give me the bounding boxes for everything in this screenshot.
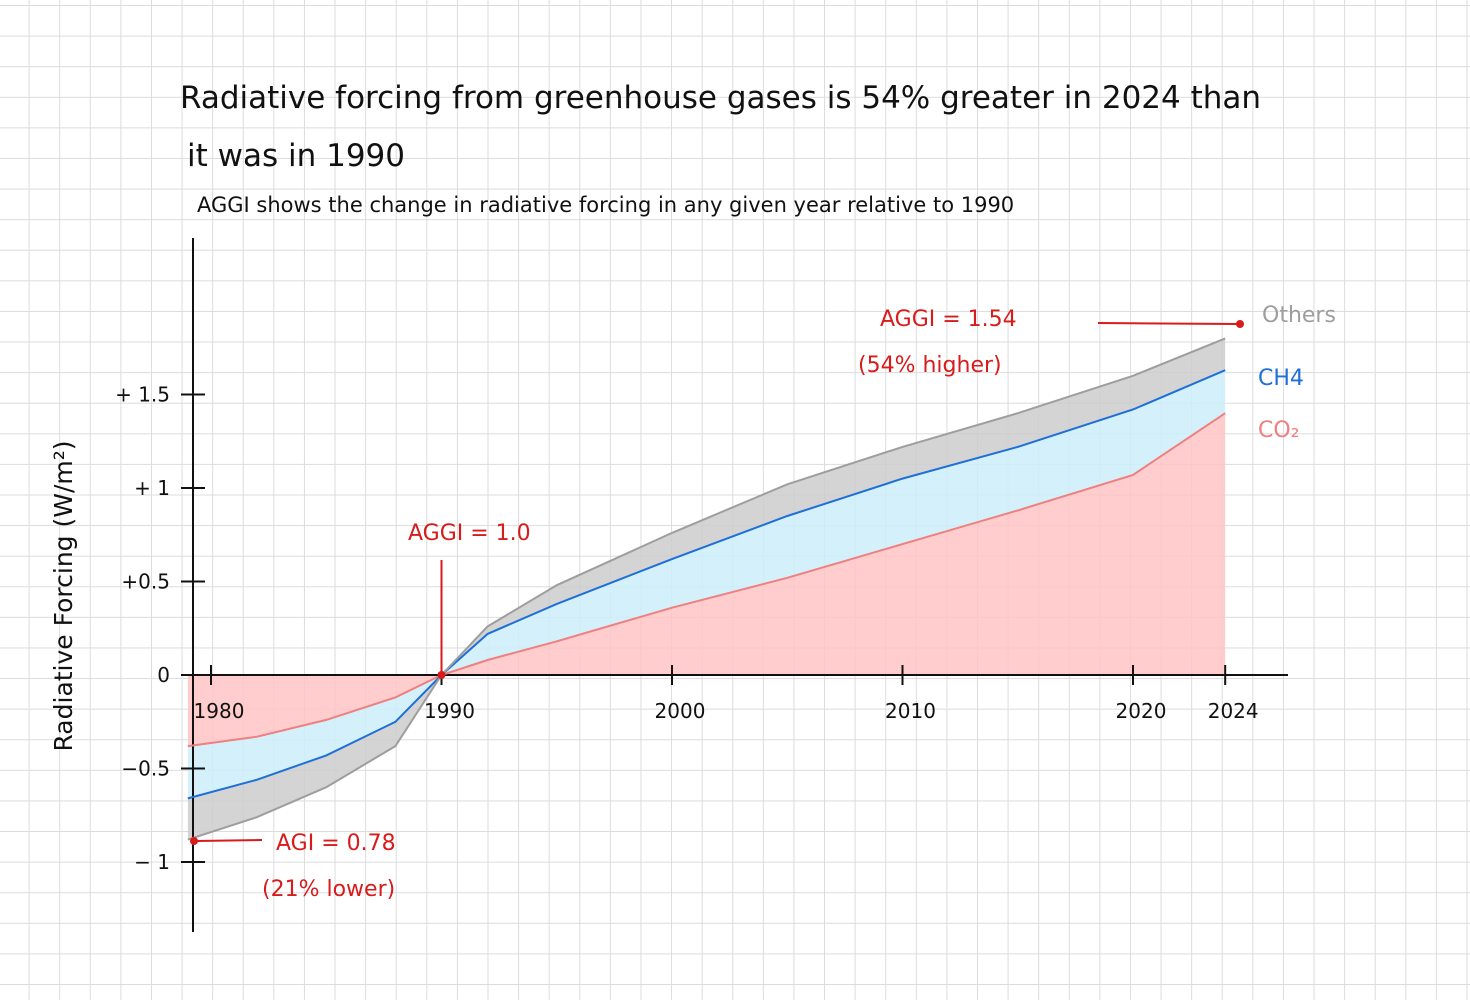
y-tick-label-5: + 1.5 (115, 383, 170, 407)
series-fill-2 (187, 338, 1226, 840)
annotation-2-line-0: AGGI = 1.54 (880, 307, 1017, 332)
x-tick-label-1: 1990 (424, 699, 475, 723)
x-tick-label-3: 2010 (885, 699, 936, 723)
annotation-arrow-2 (1097, 322, 1239, 325)
series-fill-0 (187, 413, 1226, 747)
y-tick-label-0: − 1 (134, 850, 170, 874)
chart-title-line-1: Radiative forcing from greenhouse gases … (180, 80, 1261, 116)
series-line-1 (187, 369, 1226, 800)
y-tick-label-1: −0.5 (121, 757, 170, 781)
annotations: AGI = 0.78 (21% lower) AGGI = 1.0 AGGI = 1.… (190, 307, 1244, 902)
annotation-2-line-1: (54% higher) (858, 353, 1002, 378)
annotation-point-2 (1236, 320, 1244, 328)
tick-labels: 1980 1990 2000 2010 2020 2024 − 1 −0.5 0 +0.5 + 1 +… (115, 383, 1259, 875)
series-fills (187, 338, 1226, 840)
y-tick-label-3: +0.5 (121, 570, 170, 594)
chart-title-line-2: it was in 1990 (187, 138, 405, 174)
titles: Radiative forcing from greenhouse gases … (180, 80, 1261, 217)
x-tick-label-2: 2000 (655, 699, 706, 723)
series-fill-1 (187, 370, 1226, 799)
series-line-2 (187, 337, 1226, 841)
series-line-0 (187, 412, 1226, 748)
legend-label-1: CH4 (1258, 366, 1304, 391)
x-tick-label-5: 2024 (1208, 699, 1259, 723)
legend-label-0: CO₂ (1258, 418, 1300, 443)
y-tick-label-2: 0 (157, 663, 170, 687)
annotation-1-line-0: AGGI = 1.0 (408, 521, 531, 546)
annotation-0-line-0: AGI = 0.78 (276, 831, 396, 856)
legend-label-2: Others (1262, 303, 1336, 328)
y-tick-label-4: + 1 (134, 476, 170, 500)
legend: CO₂ CH4 Others (1258, 303, 1336, 443)
annotation-point-0 (190, 837, 198, 845)
annotation-arrow-0 (195, 839, 263, 842)
annotation-point-1 (437, 671, 446, 679)
chart-subtitle: AGGI shows the change in radiative forci… (197, 193, 1014, 217)
x-tick-label-0: 1980 (194, 699, 245, 723)
series-lines (187, 337, 1226, 841)
annotation-0-line-1: (21% lower) (262, 877, 395, 902)
y-axis-label: Radiative Forcing (W/m²) (49, 440, 78, 751)
x-tick-label-4: 2020 (1116, 699, 1167, 723)
